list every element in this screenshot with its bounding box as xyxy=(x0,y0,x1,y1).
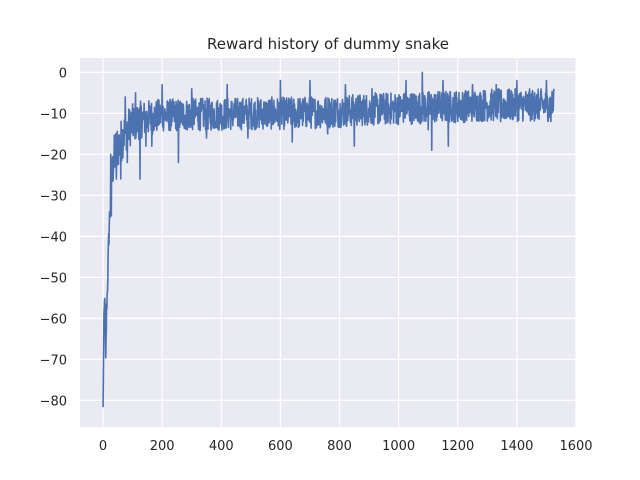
series-line-0 xyxy=(102,71,555,408)
y-tick-label--20: −20 xyxy=(40,148,67,163)
x-tick-label-200: 200 xyxy=(150,439,175,454)
y-tick-label-0: 0 xyxy=(59,66,67,81)
series-layer xyxy=(102,71,555,408)
x-tick-label-0: 0 xyxy=(99,439,107,454)
x-tick-label-400: 400 xyxy=(209,439,234,454)
y-tick-label--30: −30 xyxy=(40,189,67,204)
y-tick-label--70: −70 xyxy=(40,353,67,368)
y-tick-label--50: −50 xyxy=(40,271,67,286)
y-tick-label--60: −60 xyxy=(40,312,67,327)
y-tick-label--10: −10 xyxy=(40,107,67,122)
y-tick-label--40: −40 xyxy=(40,230,67,245)
x-tick-label-1000: 1000 xyxy=(382,439,415,454)
y-tick-label--80: −80 xyxy=(40,394,67,409)
x-tick-label-800: 800 xyxy=(327,439,352,454)
x-tick-label-600: 600 xyxy=(268,439,293,454)
x-tick-label-1200: 1200 xyxy=(441,439,474,454)
x-axis-tick-labels: 0 200 400 600 800 1000 1200 1400 1600 xyxy=(99,439,593,454)
chart-title: Reward history of dummy snake xyxy=(207,35,449,53)
x-tick-label-1600: 1600 xyxy=(559,439,592,454)
y-axis-tick-labels: 0 −10 −20 −30 −40 −50 −60 −70 −80 xyxy=(40,66,67,409)
x-tick-label-1400: 1400 xyxy=(500,439,533,454)
